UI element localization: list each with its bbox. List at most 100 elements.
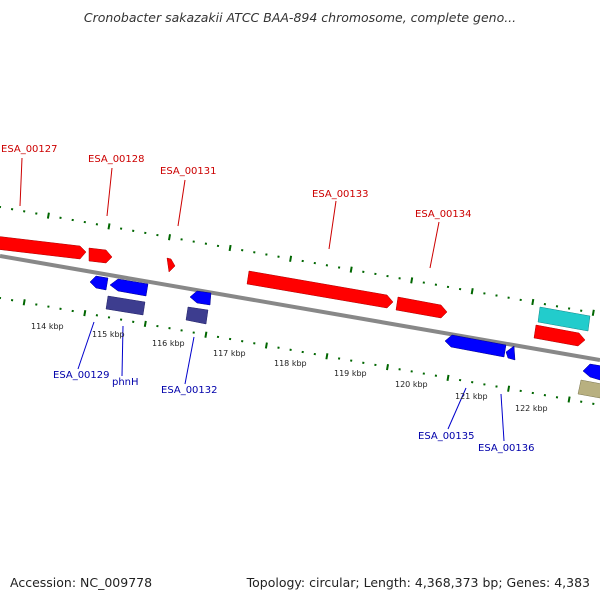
gene-esa-00134[interactable] xyxy=(395,296,448,319)
gene-esa-00136[interactable] xyxy=(505,345,516,361)
gene-esa-00129[interactable] xyxy=(89,275,109,291)
gene-reverse-dark-1[interactable] xyxy=(105,295,146,316)
forward-scale-major-tick xyxy=(168,234,171,241)
reverse-scale-minor-tick xyxy=(192,331,195,334)
reverse-scale-minor-tick xyxy=(362,361,365,364)
forward-scale-minor-tick xyxy=(144,231,147,235)
forward-scale-minor-tick xyxy=(204,242,208,245)
label-esa-00129[interactable]: ESA_00129 xyxy=(53,370,110,381)
gene-esa-00133[interactable] xyxy=(246,270,394,309)
reverse-scale-minor-tick xyxy=(495,385,498,388)
forward-scale-minor-tick xyxy=(241,249,244,252)
reverse-scale-major-tick xyxy=(325,353,329,360)
forward-scale-minor-tick xyxy=(216,244,220,248)
reverse-scale-minor-tick xyxy=(471,381,474,384)
forward-scale-minor-tick xyxy=(253,251,256,254)
leader-esa-00129 xyxy=(77,321,95,370)
forward-scale-minor-tick xyxy=(495,294,498,297)
reverse-scale-minor-tick xyxy=(374,363,377,367)
label-phnh[interactable]: phnH xyxy=(112,377,139,388)
forward-scale-minor-tick xyxy=(374,272,377,276)
misc-feature-edge[interactable] xyxy=(577,379,600,399)
label-esa-00135[interactable]: ESA_00135 xyxy=(418,431,475,442)
reverse-scale-minor-tick xyxy=(241,340,244,343)
reverse-scale-minor-tick xyxy=(277,346,280,349)
label-esa-00134[interactable]: ESA_00134 xyxy=(415,209,472,220)
label-esa-00133[interactable]: ESA_00133 xyxy=(312,189,369,200)
forward-scale-minor-tick xyxy=(483,292,486,295)
reverse-scale-major-tick xyxy=(22,299,26,306)
forward-scale-minor-tick xyxy=(567,307,571,310)
scale-label-122: 122 kbp xyxy=(515,404,548,413)
reverse-scale-minor-tick xyxy=(107,316,111,319)
reverse-scale-minor-tick xyxy=(483,383,486,386)
reverse-scale-minor-tick xyxy=(434,374,438,377)
scale-label-121: 121 kbp xyxy=(455,392,488,401)
forward-scale-minor-tick xyxy=(555,305,559,308)
forward-scale-minor-tick xyxy=(398,277,401,280)
forward-scale-minor-tick xyxy=(301,259,304,263)
leader-esa-00134 xyxy=(429,221,440,269)
genome-backbone xyxy=(0,254,600,362)
reverse-scale-minor-tick xyxy=(313,352,316,356)
genome-summary-text: Topology: circular; Length: 4,368,373 bp… xyxy=(246,575,590,590)
reverse-scale-minor-tick xyxy=(59,307,62,310)
forward-scale-minor-tick xyxy=(434,283,438,286)
reverse-scale-minor-tick xyxy=(543,394,547,397)
gene-esa-00130[interactable] xyxy=(189,290,212,306)
reverse-scale-minor-tick xyxy=(398,368,401,371)
leader-esa-00131 xyxy=(177,179,186,227)
label-esa-00128[interactable]: ESA_00128 xyxy=(88,154,145,165)
gene-forward-edge[interactable] xyxy=(533,324,586,347)
forward-scale-major-tick xyxy=(107,223,111,230)
forward-scale-minor-tick xyxy=(325,264,329,267)
forward-scale-minor-tick xyxy=(59,216,62,219)
leader-phnh xyxy=(121,325,124,377)
leader-esa-00135 xyxy=(447,387,467,430)
reverse-scale-minor-tick xyxy=(132,320,135,323)
gene-esa-00127[interactable] xyxy=(0,236,87,260)
label-esa-00132[interactable]: ESA_00132 xyxy=(161,385,218,396)
reverse-scale-minor-tick xyxy=(592,402,595,405)
gene-phnh[interactable] xyxy=(109,278,149,297)
forward-scale-minor-tick xyxy=(458,287,462,291)
scale-label-116: 116 kbp xyxy=(152,339,185,348)
forward-scale-minor-tick xyxy=(95,223,99,226)
rna-feature[interactable] xyxy=(537,306,591,332)
forward-scale-minor-tick xyxy=(192,240,195,243)
forward-scale-minor-tick xyxy=(422,281,425,284)
reverse-scale-major-tick xyxy=(386,363,389,371)
forward-scale-minor-tick xyxy=(519,298,522,302)
reverse-scale-minor-tick xyxy=(228,337,232,341)
reverse-scale-minor-tick xyxy=(168,327,171,330)
reverse-scale-minor-tick xyxy=(350,359,353,362)
label-esa-00127[interactable]: ESA_00127 xyxy=(1,144,58,155)
forward-scale-minor-tick xyxy=(507,296,510,299)
forward-scale-major-tick xyxy=(228,244,232,252)
label-esa-00131[interactable]: ESA_00131 xyxy=(160,166,217,177)
forward-scale-minor-tick xyxy=(386,274,389,278)
reverse-scale-minor-tick xyxy=(458,378,462,382)
forward-scale-major-tick xyxy=(46,212,50,219)
gene-esa-00128[interactable] xyxy=(88,247,113,264)
reverse-scale-minor-tick xyxy=(95,314,99,317)
gene-esa-00135[interactable] xyxy=(444,334,507,358)
reverse-scale-minor-tick xyxy=(531,391,534,395)
forward-scale-minor-tick xyxy=(23,210,26,213)
reverse-scale-minor-tick xyxy=(580,400,583,403)
leader-esa-00127 xyxy=(19,157,23,207)
forward-scale-minor-tick xyxy=(543,303,547,306)
reverse-scale-major-tick xyxy=(143,320,147,328)
forward-scale-minor-tick xyxy=(71,218,74,222)
label-esa-00136[interactable]: ESA_00136 xyxy=(478,443,535,454)
gene-esa-00132[interactable] xyxy=(185,306,209,325)
scale-label-115: 115 kbp xyxy=(92,330,125,339)
forward-scale-minor-tick xyxy=(83,220,86,224)
forward-scale-minor-tick xyxy=(132,229,135,232)
reverse-scale-minor-tick xyxy=(301,350,304,354)
reverse-scale-minor-tick xyxy=(422,372,425,375)
gene-esa-00131[interactable] xyxy=(166,257,176,273)
reverse-scale-minor-tick xyxy=(180,329,183,332)
reverse-scale-minor-tick xyxy=(337,357,341,360)
gene-reverse-edge[interactable] xyxy=(582,363,600,381)
